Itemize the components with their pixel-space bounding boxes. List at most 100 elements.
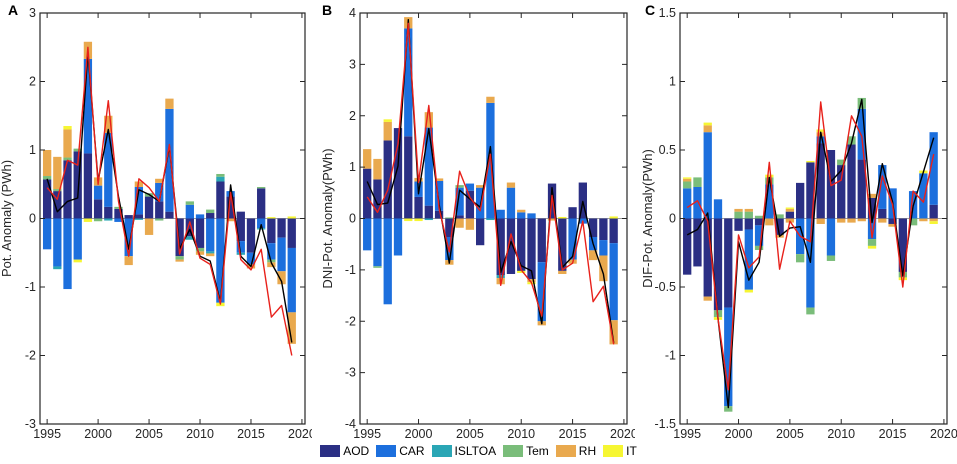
bar-segment-RH (124, 256, 133, 266)
bar-segment-Tem (53, 189, 62, 192)
bar-segment-RH (517, 209, 526, 213)
bar-segment-CAR (476, 187, 485, 219)
bar-segment-CAR (236, 241, 245, 253)
bar-segment-ISLTOA (216, 176, 225, 182)
bar-segment-Tem (775, 214, 784, 219)
bar-segment-CAR (373, 218, 382, 267)
y-axis-label: Pot. Anomaly (PWh) (0, 160, 14, 277)
bar-segment-CAR (195, 214, 205, 219)
bar-segment-AOD (373, 179, 382, 219)
bar-segment-AOD (713, 218, 723, 311)
bar-segment-CAR (257, 218, 266, 229)
legend-label: ISLTOA (454, 444, 497, 458)
black-line (686, 98, 935, 409)
bar-segment-IT (898, 277, 907, 281)
bar-segment-Tem (908, 218, 918, 226)
bar-segment-CAR (83, 58, 93, 154)
bar-segment-IT (267, 217, 276, 219)
bar-segment-AOD (42, 179, 52, 219)
bar-segment-AOD (703, 218, 712, 297)
bar-segment-CAR (857, 108, 866, 160)
y-tick-label: -2 (25, 349, 36, 363)
bar-segment-RH (734, 208, 743, 212)
bar-segment-IT (867, 245, 877, 249)
y-tick-label: 1 (669, 75, 676, 89)
bar-segment-AOD (599, 218, 608, 241)
bar-segment-RH (919, 218, 928, 222)
bar-segment-CAR (216, 218, 225, 303)
bar-segment-CAR (277, 237, 286, 272)
bar-segment-AOD (93, 199, 103, 219)
bar-segment-AOD (476, 218, 485, 246)
bar-segment-AOD (527, 218, 536, 280)
x-tick-label: 2005 (135, 427, 163, 441)
x-tick-label: 1995 (353, 427, 381, 441)
bar-segment-AOD (517, 218, 526, 271)
bar-segment-IT (703, 122, 712, 126)
bar-segment-RH (373, 158, 382, 180)
y-tick-label: -1 (25, 280, 36, 294)
bar-segment-CAR (73, 218, 82, 260)
bar-segment-Tem (114, 206, 123, 209)
bar-segment-Tem (155, 218, 164, 221)
bar-segment-AOD (165, 211, 174, 219)
bar-segment-RH (363, 149, 372, 169)
bar-segment-CAR (683, 188, 692, 219)
bar-segment-Tem (216, 173, 225, 177)
bar-segment-IT (806, 160, 815, 163)
legend-swatch-isltoa (431, 445, 452, 457)
y-tick-label: 3 (349, 57, 356, 71)
red-line (366, 22, 615, 345)
bar-segment-RH (878, 218, 887, 223)
bar-segment-AOD (383, 140, 392, 219)
bar-segment-Tem (754, 245, 764, 251)
bar-segment-RH (837, 218, 846, 223)
bar-segment-AOD (837, 165, 846, 219)
bar-segment-ISLTOA (185, 236, 194, 240)
bar-segment-IT (83, 218, 93, 222)
y-tick-label: -1 (665, 349, 676, 363)
bar-segment-Tem (73, 148, 82, 152)
bar-segment-CAR (527, 213, 536, 219)
bar-segment-CAR (867, 218, 877, 240)
bar-segment-IT (63, 126, 72, 130)
bar-segment-RH (155, 178, 164, 183)
bar-segment-RH (765, 218, 774, 226)
bar-segment-AOD (63, 160, 72, 219)
bar-segment-RH (465, 218, 475, 230)
x-tick-label: 2000 (405, 427, 433, 441)
black-line (366, 19, 615, 343)
x-tick-label: 2010 (507, 427, 535, 441)
y-tick-label: -1 (345, 263, 356, 277)
bar-segment-Tem (63, 157, 72, 161)
bar-segment-Tem (445, 217, 454, 219)
bar-segment-AOD (693, 218, 702, 267)
bar-segment-Tem (185, 201, 194, 205)
bar-segment-AOD (53, 191, 62, 219)
bar-segment-IT (517, 270, 526, 273)
bar-segment-AOD (83, 153, 93, 219)
bar-segment-AOD (404, 136, 413, 219)
bar-segment-IT (765, 174, 774, 178)
bar-segment-AOD (857, 159, 866, 219)
bar-segment-AOD (124, 215, 133, 219)
bar-segment-ISLTOA (486, 218, 495, 221)
bar-segment-AOD (445, 218, 454, 237)
y-tick-label: 2 (349, 109, 356, 123)
bar-segment-AOD (257, 188, 266, 219)
bar-segment-IT (558, 216, 567, 219)
x-tick-label: 2015 (559, 427, 587, 441)
bar-segment-Tem (195, 247, 205, 252)
y-axis-label: DIF-Pot. Anomaly(PWh) (640, 149, 655, 288)
bar-segment-RH (599, 255, 608, 282)
bar-segment-CAR (929, 132, 938, 205)
bar-segment-CAR (42, 218, 52, 250)
bar-segment-Tem (806, 307, 815, 315)
bar-segment-RH (383, 121, 392, 141)
bar-segment-CAR (114, 218, 123, 222)
bar-segment-AOD (506, 218, 516, 274)
bar-segment-AOD (246, 218, 256, 253)
x-tick-label: 2005 (456, 427, 484, 441)
bar-segment-RH (609, 320, 618, 345)
